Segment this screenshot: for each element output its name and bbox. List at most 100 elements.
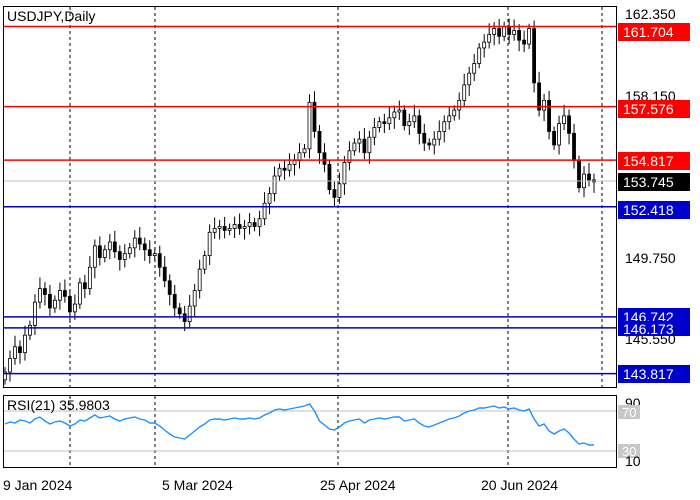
candle-body (417, 115, 422, 134)
rsi-line (4, 403, 594, 446)
candle-body (87, 266, 92, 289)
level-lines (4, 25, 616, 375)
candle-body (352, 142, 357, 152)
candle-body (512, 30, 517, 35)
candle-body (407, 121, 412, 126)
candle-body (362, 138, 367, 154)
candle-body (347, 150, 352, 163)
candle-body (447, 115, 452, 123)
candle-body (177, 307, 182, 315)
x-tick-label: 20 Jun 2024 (481, 477, 558, 493)
candle-body (467, 72, 472, 86)
candle-body (482, 41, 487, 49)
candle-body (38, 288, 42, 303)
candle-body (167, 280, 172, 295)
resistance-label-box (618, 23, 690, 41)
candle-body (442, 121, 447, 132)
candle-body (222, 226, 227, 231)
candle-body (432, 138, 437, 146)
candle-body (33, 301, 37, 326)
candle-body (412, 115, 417, 123)
candle-body (202, 255, 207, 270)
candle-body (537, 82, 541, 111)
resistance-label: 157.576 (623, 101, 674, 117)
candle-body (507, 26, 512, 35)
rsi-level-box (618, 405, 640, 419)
resistance-label-box (618, 152, 690, 170)
candle-body (102, 249, 107, 258)
support-label: 143.817 (623, 366, 674, 382)
candle-body (492, 28, 497, 35)
price-panel-frame (3, 6, 617, 388)
candle-body (92, 245, 97, 268)
candle-body (162, 266, 167, 282)
candle-body (272, 175, 277, 194)
candle-body (67, 295, 72, 313)
candle-body (552, 130, 556, 146)
candle-body (547, 99, 551, 132)
candle-body (517, 30, 522, 41)
candle-body (307, 101, 312, 150)
candle-body (112, 241, 117, 253)
candle-body (147, 249, 152, 256)
current-price-box (618, 173, 690, 191)
candle-body (372, 127, 377, 138)
candle-body (522, 39, 527, 45)
candle-body (477, 47, 482, 64)
candle-body (557, 123, 561, 146)
candle-body (28, 325, 32, 336)
candle-body (207, 231, 212, 256)
candle-body (192, 290, 197, 307)
candle-body (312, 101, 317, 132)
rsi-level-label: 30 (622, 444, 636, 459)
candle-body (127, 247, 132, 255)
candle-body (357, 138, 362, 144)
chart-title: USDJPY,Daily (7, 8, 95, 24)
candle-body (58, 290, 62, 301)
candle-body (532, 28, 537, 84)
candle-body (53, 299, 57, 309)
candle-body (317, 130, 322, 154)
candle-body (287, 163, 292, 171)
rsi-level-label: 70 (622, 405, 636, 420)
candle-body (237, 224, 242, 229)
candle-body (62, 290, 67, 297)
resistance-label: 161.704 (623, 24, 674, 40)
candle-body (367, 136, 372, 154)
candle-body (187, 305, 192, 322)
support-label: 152.418 (623, 202, 674, 218)
candle-body (227, 228, 232, 231)
candle-body (382, 121, 387, 125)
candle-body (212, 228, 217, 233)
candle-body (437, 130, 442, 140)
candle-body (567, 115, 571, 134)
candle-body (82, 282, 87, 289)
candle-body (562, 115, 566, 125)
candle-body (332, 189, 337, 198)
candle-body (322, 152, 327, 165)
rsi-level-box (618, 444, 640, 458)
current-price-label: 153.745 (623, 174, 674, 190)
candle-body (142, 243, 147, 251)
candle-body (182, 313, 187, 322)
candle-body (497, 28, 502, 37)
candle-body (572, 132, 576, 161)
candle-body (377, 121, 382, 128)
candle-body (152, 253, 157, 256)
support-label-box (618, 365, 690, 383)
candle-body (172, 293, 177, 309)
candle-body (577, 160, 581, 189)
x-tick-label: 25 Apr 2024 (320, 477, 396, 493)
candle-body (327, 163, 332, 191)
candle-body (23, 334, 27, 354)
rsi-y-tick-label: 10 (625, 453, 641, 469)
candle-body (267, 193, 272, 204)
x-tick-label: 9 Jan 2024 (3, 477, 72, 493)
rsi-level-lines (4, 410, 616, 452)
candle-body (452, 109, 457, 117)
candle-body (8, 358, 12, 373)
candle-body (197, 268, 202, 291)
candle-body (427, 142, 432, 146)
candle-body (457, 99, 462, 111)
candlestick-series (3, 18, 596, 385)
